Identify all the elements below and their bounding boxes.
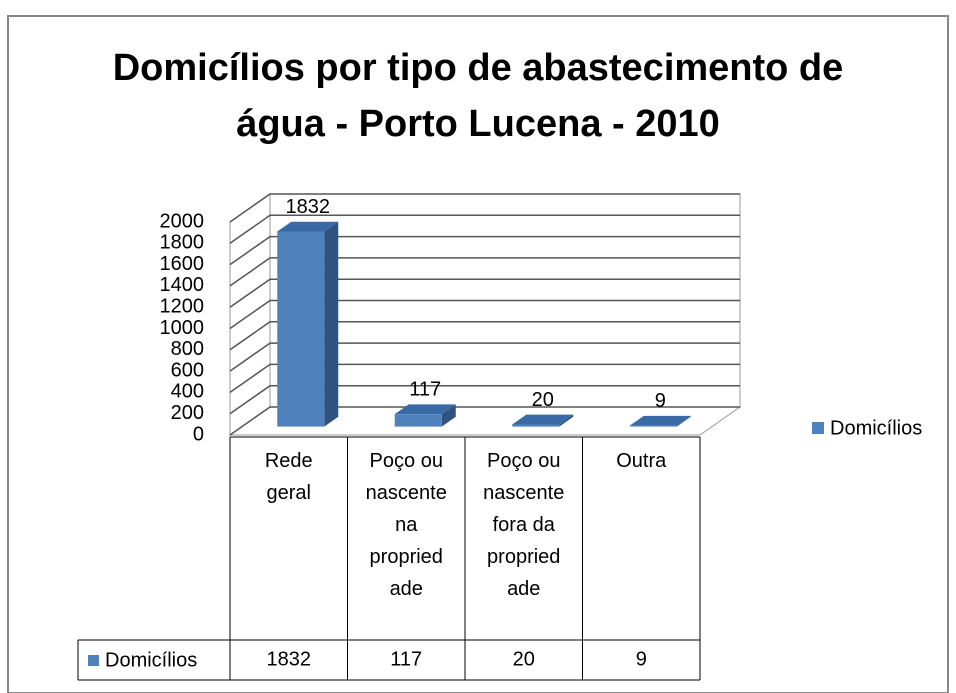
x-tick-label: Rede geral — [264, 450, 313, 504]
bar-top — [629, 415, 691, 426]
y-tick-label: 0 — [193, 423, 204, 445]
bar-top — [277, 221, 339, 232]
category-cell: Outra — [616, 450, 667, 472]
table-value: 20 — [513, 648, 535, 670]
grid-line — [229, 363, 740, 394]
table-value: 117 — [390, 648, 422, 670]
legend-key — [812, 422, 824, 434]
x-tick-label: Poço ou nascente fora da propriedade — [483, 450, 565, 600]
y-tick-label: 400 — [171, 381, 204, 403]
bar-side — [324, 221, 339, 427]
grid-line — [229, 257, 740, 287]
value-label: 1832 — [286, 196, 331, 218]
bar-top — [512, 414, 574, 425]
bar-side — [441, 404, 456, 427]
category-cell: Poço ou nascente fora da propriedade — [483, 450, 565, 600]
table-value: 1832 — [267, 648, 312, 670]
value-label: 117 — [409, 379, 441, 401]
y-tick-label: 1800 — [160, 232, 205, 254]
x-tick-label: Poço ou nascente na propriedade — [365, 450, 447, 600]
y-tick-label: 200 — [171, 402, 204, 424]
grid-line — [229, 278, 740, 308]
grid-line — [229, 214, 740, 244]
bar-top — [394, 404, 456, 415]
y-tick-label: 800 — [171, 338, 204, 360]
y-tick-label: 1200 — [160, 295, 205, 317]
category-cell: Poço ou nascente na propriedade — [365, 450, 447, 600]
chart-title: Domicílios por tipo de abastecimento de á… — [113, 47, 844, 145]
legend-label: Domicílios — [830, 417, 922, 439]
y-tick-label: 1600 — [160, 253, 205, 275]
grid-line — [229, 321, 740, 351]
y-tick-label: 1000 — [160, 317, 205, 339]
x-tick-label: Outra — [616, 450, 667, 472]
bar — [394, 414, 442, 427]
bar-side — [676, 415, 691, 427]
bar-side — [559, 414, 574, 427]
bar — [629, 425, 677, 427]
table-value: 9 — [636, 648, 647, 670]
table-legend-key — [88, 655, 99, 666]
table-series-name: Domicílios — [105, 649, 197, 671]
grid-line — [229, 299, 740, 330]
grid-line — [229, 235, 740, 266]
bar — [512, 424, 560, 427]
grid-line — [229, 342, 740, 372]
bar — [277, 231, 325, 427]
y-tick-label: 600 — [171, 359, 204, 381]
grid-line — [229, 406, 740, 436]
y-tick-label: 2000 — [160, 210, 205, 232]
grid-line — [229, 193, 740, 223]
grid-line — [229, 384, 740, 415]
category-cell: Rede geral — [264, 450, 313, 504]
value-label: 20 — [532, 389, 554, 411]
y-tick-label: 1400 — [160, 274, 205, 296]
value-label: 9 — [655, 390, 666, 412]
